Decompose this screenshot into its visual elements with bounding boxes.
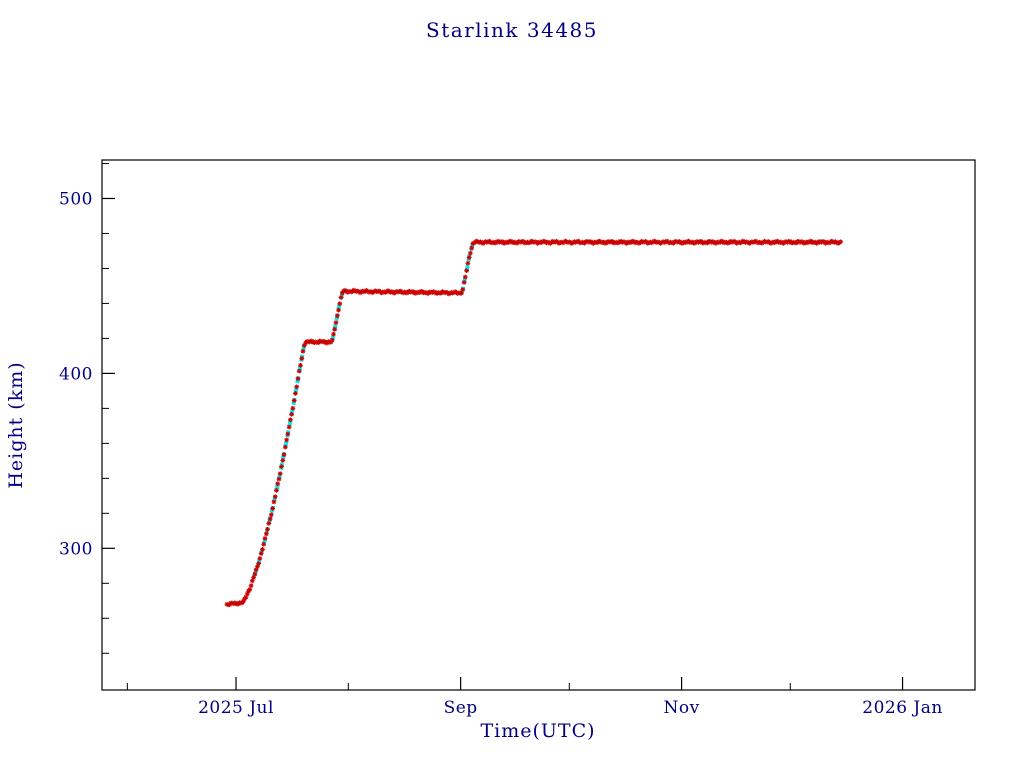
y-axis-label: Height (km) xyxy=(5,361,27,489)
height-data-points xyxy=(224,238,843,608)
maneuver-segment xyxy=(252,341,307,577)
x-tick-label: 2026 Jan xyxy=(862,698,943,718)
y-tick-label: 400 xyxy=(59,364,93,384)
plot-frame xyxy=(101,159,976,691)
x-axis-label: Time(UTC) xyxy=(480,720,596,742)
chart-title: Starlink 34485 xyxy=(426,18,598,42)
x-tick-label: Sep xyxy=(444,698,478,718)
x-tick-label: Nov xyxy=(663,698,699,718)
x-tick-label: 2025 Jul xyxy=(198,698,274,718)
y-tick-label: 300 xyxy=(59,539,93,559)
y-tick-label: 500 xyxy=(59,189,93,209)
